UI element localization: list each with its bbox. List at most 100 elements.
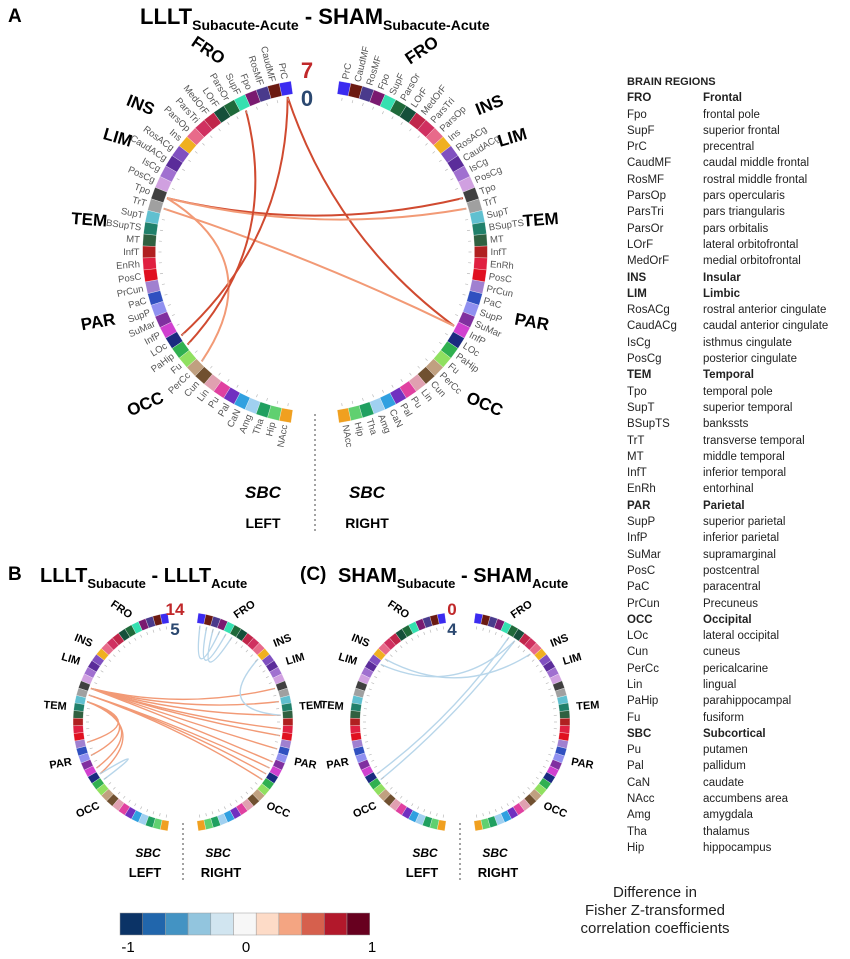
tick-mark <box>211 629 214 633</box>
tick-mark <box>542 676 546 679</box>
region-label-sbc: SBC <box>205 846 231 860</box>
region-label-tem: TEM <box>576 699 600 713</box>
tick-mark <box>271 688 275 691</box>
tick-mark <box>488 629 491 633</box>
legend-abbrev: LOc <box>627 630 649 643</box>
legend-abbrev: RosACg <box>627 304 670 317</box>
region-label-fro: FRO <box>232 598 258 621</box>
panel-letter-b: B <box>8 564 22 585</box>
tick-mark <box>211 811 214 815</box>
node-segment-NAcc <box>196 819 207 832</box>
node-label-Pu: Pu <box>408 395 424 411</box>
tick-mark <box>535 664 539 668</box>
node-segment-EnRh <box>349 725 361 734</box>
node-label-Tha: Tha <box>251 417 267 437</box>
tick-mark <box>117 791 121 795</box>
tick-mark <box>112 654 116 657</box>
legend-full-name: Limbic <box>703 287 741 300</box>
legend-abbrev: Pal <box>627 760 644 773</box>
legend-row: Fpo frontal pole <box>627 109 828 125</box>
tick-mark <box>287 403 289 407</box>
colorbar-title-line: Difference in <box>613 884 697 901</box>
tick-mark <box>223 634 226 638</box>
positive-count: 7 <box>301 58 313 83</box>
region-label-tem: TEM <box>43 699 67 713</box>
title-main: LLLT <box>140 4 193 29</box>
legend-full-name: lateral occipital <box>703 630 780 643</box>
legend-row: PosCg posterior cingulate <box>627 353 828 369</box>
legend-row: Tha thalamus <box>627 826 828 842</box>
node-segment-NAcc <box>337 407 352 423</box>
legend-abbrev: FRO <box>627 92 652 105</box>
tick-mark <box>442 626 445 630</box>
negative-count: 5 <box>170 620 179 639</box>
tick-mark <box>409 128 412 132</box>
node-label-MT: MT <box>126 234 141 246</box>
colorbar <box>119 912 370 936</box>
legend-full-name: lateral orbitofrontal <box>703 238 799 251</box>
tick-mark <box>276 400 279 404</box>
region-label-fro: FRO <box>385 598 411 621</box>
node-segment-InfT <box>282 718 294 726</box>
node-label-TrT: TrT <box>131 195 148 210</box>
tick-mark <box>236 384 239 388</box>
connection-chord <box>90 687 281 716</box>
legend-row: TrT transverse temporal <box>627 435 828 451</box>
node-segment-EnRh <box>282 725 294 734</box>
colorbar-max-label: 1 <box>368 939 376 956</box>
tick-mark <box>188 159 192 163</box>
tick-mark <box>548 753 552 756</box>
legend-abbrev: Fu <box>627 711 641 724</box>
legend-full-name: posterior cingulate <box>703 353 797 366</box>
node-label-EnRh: EnRh <box>490 259 514 272</box>
legend-abbrev: PosC <box>627 564 656 577</box>
region-label-par: PAR <box>326 756 350 772</box>
tick-mark <box>372 106 374 110</box>
colorbar-title: Difference in Fisher Z-transformed corre… <box>540 884 770 938</box>
node-label-PrC: PrC <box>341 62 355 80</box>
legend-abbrev: EnRh <box>627 483 656 496</box>
tick-mark <box>527 787 531 790</box>
tick-mark <box>341 403 343 407</box>
node-label-BSupTS: BSupTS <box>488 218 525 234</box>
region-label-tem: TEM <box>71 209 108 231</box>
tick-mark <box>531 782 535 785</box>
tick-mark <box>258 776 262 780</box>
tick-mark <box>254 782 258 785</box>
tick-mark <box>161 283 165 285</box>
tick-mark <box>341 97 343 101</box>
tick-mark <box>465 283 469 285</box>
node-label-SupT: SupT <box>120 206 145 222</box>
connection-chord <box>180 96 289 337</box>
legend-full-name: accumbens area <box>703 793 789 806</box>
legend-abbrev: SBC <box>627 727 652 740</box>
legend-full-name: hippocampus <box>703 841 772 854</box>
node-label-Pu: Pu <box>206 395 222 411</box>
node-segment-BSupTS <box>281 702 293 712</box>
tick-mark <box>217 809 220 813</box>
tick-mark <box>535 776 539 780</box>
tick-mark <box>391 384 394 388</box>
node-segment-NAcc <box>278 407 293 423</box>
legend-abbrev: IsCg <box>627 336 651 349</box>
tick-mark <box>236 116 239 120</box>
negative-count: 0 <box>301 86 313 111</box>
region-label-fro: FRO <box>108 598 134 621</box>
region-label-lim: LIM <box>561 651 583 668</box>
tick-mark <box>88 701 92 703</box>
tick-mark <box>442 814 445 818</box>
node-label-PaC: PaC <box>482 296 503 312</box>
tick-mark <box>108 782 112 785</box>
tick-mark <box>423 631 426 635</box>
node-label-PosC: PosC <box>488 271 513 285</box>
node-label-MT: MT <box>490 234 505 246</box>
tick-mark <box>436 627 438 631</box>
colorbar-swatch <box>142 912 166 936</box>
legend-full-name: pars opercularis <box>703 190 785 203</box>
tick-mark <box>444 168 448 171</box>
tick-mark <box>385 659 389 662</box>
hemisphere-left-label: LEFT <box>129 865 162 880</box>
tick-mark <box>256 106 258 110</box>
tick-mark <box>417 365 420 369</box>
tick-mark <box>366 747 370 750</box>
